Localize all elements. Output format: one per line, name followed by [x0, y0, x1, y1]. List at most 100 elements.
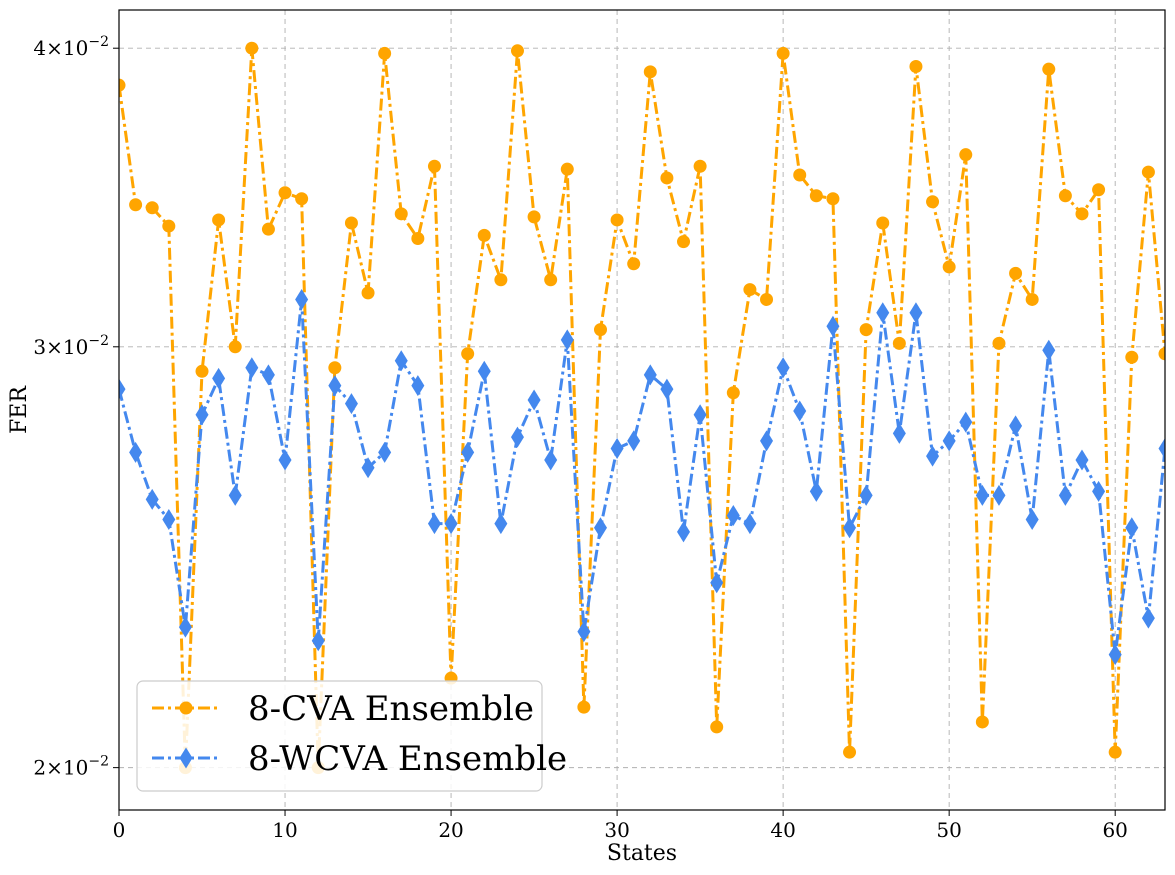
data-point-diamond	[1009, 415, 1023, 437]
data-point-circle	[892, 336, 906, 350]
data-point-diamond	[926, 445, 940, 467]
y-axis-label: FER	[7, 385, 32, 434]
data-point-diamond	[344, 393, 358, 415]
data-point-diamond	[145, 488, 159, 510]
grid-lines	[118, 10, 1165, 810]
data-point-circle	[1058, 189, 1072, 203]
legend-diamond-icon	[179, 747, 193, 769]
x-tick-label: 40	[770, 818, 795, 842]
data-point-diamond	[826, 315, 840, 337]
data-point-circle	[477, 228, 491, 242]
series-wcva	[119, 288, 1165, 666]
legend-frame	[136, 680, 543, 792]
legend-label: 8-CVA Ensemble	[248, 689, 534, 729]
data-point-circle	[461, 347, 475, 361]
data-point-diamond	[1042, 339, 1056, 361]
data-point-diamond	[212, 367, 226, 389]
data-point-diamond	[1158, 437, 1165, 459]
data-point-circle	[593, 323, 607, 337]
data-point-diamond	[793, 400, 807, 422]
data-point-diamond	[394, 350, 408, 372]
data-point-circle	[992, 336, 1006, 350]
data-point-diamond	[1025, 509, 1039, 531]
data-point-diamond	[975, 484, 989, 506]
data-point-circle	[427, 159, 441, 173]
x-tick-label: 50	[936, 818, 961, 842]
x-tick-label: 30	[604, 818, 629, 842]
data-point-circle	[793, 168, 807, 182]
data-point-diamond	[378, 441, 392, 463]
x-tick-label: 10	[272, 818, 297, 842]
legend-circle-icon	[179, 701, 193, 715]
data-point-diamond	[411, 375, 425, 397]
data-point-circle	[328, 361, 342, 375]
data-point-diamond	[560, 329, 574, 351]
data-point-circle	[1025, 292, 1039, 306]
data-point-diamond	[577, 621, 591, 643]
data-point-circle	[710, 720, 724, 734]
data-point-diamond	[892, 422, 906, 444]
data-point-circle	[278, 186, 292, 200]
data-point-circle	[743, 283, 757, 297]
data-point-diamond	[228, 484, 242, 506]
data-point-circle	[776, 46, 790, 60]
data-point-circle	[1108, 745, 1122, 759]
data-point-circle	[942, 260, 956, 274]
data-point-diamond	[494, 513, 508, 535]
data-point-circle	[610, 213, 624, 227]
data-point-diamond	[295, 288, 309, 310]
data-point-circle	[527, 210, 541, 224]
legend-label: 8-WCVA Ensemble	[248, 739, 567, 779]
data-point-circle	[162, 219, 176, 233]
data-point-circle	[228, 340, 242, 354]
data-point-diamond	[178, 616, 192, 638]
series-layer	[119, 41, 1165, 775]
data-point-circle	[1075, 207, 1089, 221]
data-point-circle	[510, 44, 524, 58]
data-point-diamond	[843, 517, 857, 539]
data-point-circle	[245, 41, 259, 55]
data-point-circle	[876, 216, 890, 230]
data-point-diamond	[677, 521, 691, 543]
data-point-diamond	[444, 513, 458, 535]
legend-entry: 8-CVA Ensemble	[152, 689, 534, 729]
legend-entry: 8-WCVA Ensemble	[152, 739, 567, 779]
data-point-circle	[677, 235, 691, 249]
data-point-circle	[627, 257, 641, 271]
data-point-diamond	[876, 302, 890, 324]
data-point-diamond	[1125, 517, 1139, 539]
x-tick-label: 60	[1102, 818, 1127, 842]
data-point-circle	[693, 159, 707, 173]
data-point-diamond	[593, 517, 607, 539]
data-point-circle	[494, 273, 508, 287]
data-point-circle	[859, 323, 873, 337]
series-line	[119, 297, 1165, 657]
data-point-circle	[975, 715, 989, 729]
data-point-diamond	[129, 441, 143, 463]
data-point-diamond	[278, 449, 292, 471]
data-point-diamond	[760, 430, 774, 452]
series-line	[119, 46, 1165, 770]
data-point-diamond	[610, 437, 624, 459]
data-point-circle	[826, 192, 840, 206]
data-point-circle	[361, 286, 375, 300]
data-point-diamond	[119, 378, 126, 400]
data-point-diamond	[643, 364, 657, 386]
legend: 8-CVA Ensemble 8-WCVA Ensemble	[136, 680, 567, 792]
data-point-diamond	[1108, 644, 1122, 666]
data-point-circle	[1141, 165, 1155, 179]
data-point-circle	[760, 292, 774, 306]
data-point-circle	[295, 192, 309, 206]
data-point-circle	[1158, 347, 1165, 361]
data-point-diamond	[710, 572, 724, 594]
data-point-circle	[560, 162, 574, 176]
data-point-diamond	[1092, 480, 1106, 502]
data-point-diamond	[776, 357, 790, 379]
data-point-circle	[394, 207, 408, 221]
data-point-circle	[212, 213, 226, 227]
data-point-circle	[909, 60, 923, 74]
data-point-diamond	[328, 375, 342, 397]
data-point-circle	[959, 148, 973, 162]
data-point-diamond	[660, 378, 674, 400]
data-point-diamond	[1058, 484, 1072, 506]
